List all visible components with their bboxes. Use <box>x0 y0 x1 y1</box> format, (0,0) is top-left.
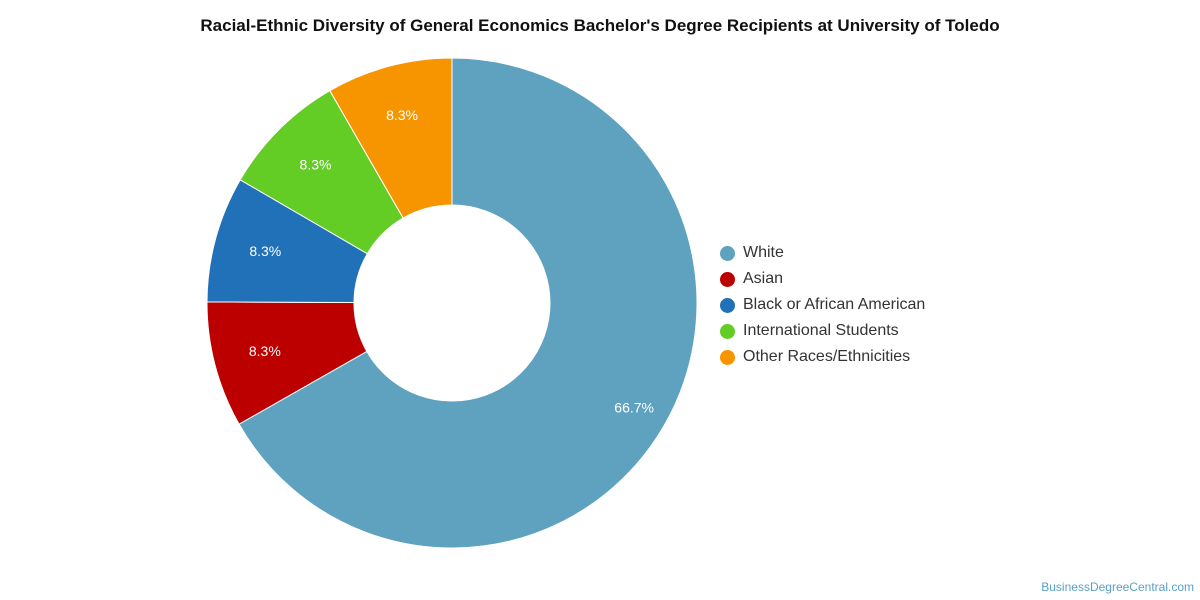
legend-item-other-races-ethnicities[interactable]: Other Races/Ethnicities <box>720 344 925 370</box>
legend-swatch-white <box>720 245 735 261</box>
legend-item-international-students[interactable]: International Students <box>720 318 925 344</box>
legend-label-black-or-african-american: Black or African American <box>743 296 926 313</box>
chart-title: Racial-Ethnic Diversity of General Econo… <box>200 16 1000 35</box>
slice-label-asian: 8.3% <box>249 343 281 359</box>
legend-item-black-or-african-american[interactable]: Black or African American <box>720 292 925 318</box>
legend-swatch-other-races-ethnicities <box>720 349 735 365</box>
legend-label-white: White <box>743 244 784 261</box>
legend-label-international-students: International Students <box>743 322 899 339</box>
slice-other-races-ethnicities[interactable] <box>329 57 453 219</box>
slice-label-international-students: 8.3% <box>300 157 332 173</box>
legend-swatch-international-students <box>720 323 735 339</box>
legend-item-white[interactable]: White <box>720 240 925 266</box>
slice-white[interactable] <box>238 57 698 549</box>
legend-label-asian: Asian <box>743 270 784 287</box>
slice-label-white: 66.7% <box>614 400 654 416</box>
legend-item-asian[interactable]: Asian <box>720 266 925 292</box>
legend-swatch-asian <box>720 271 735 287</box>
watermark[interactable]: BusinessDegreeCentral.com <box>1041 580 1194 594</box>
legend: White Asian Black or African American In… <box>720 240 925 370</box>
legend-label-other-races-ethnicities: Other Races/Ethnicities <box>743 348 911 365</box>
slice-label-black-or-african-american: 8.3% <box>249 243 281 259</box>
slice-label-other-races-ethnicities: 8.3% <box>386 107 418 123</box>
legend-swatch-black-or-african-american <box>720 297 735 313</box>
